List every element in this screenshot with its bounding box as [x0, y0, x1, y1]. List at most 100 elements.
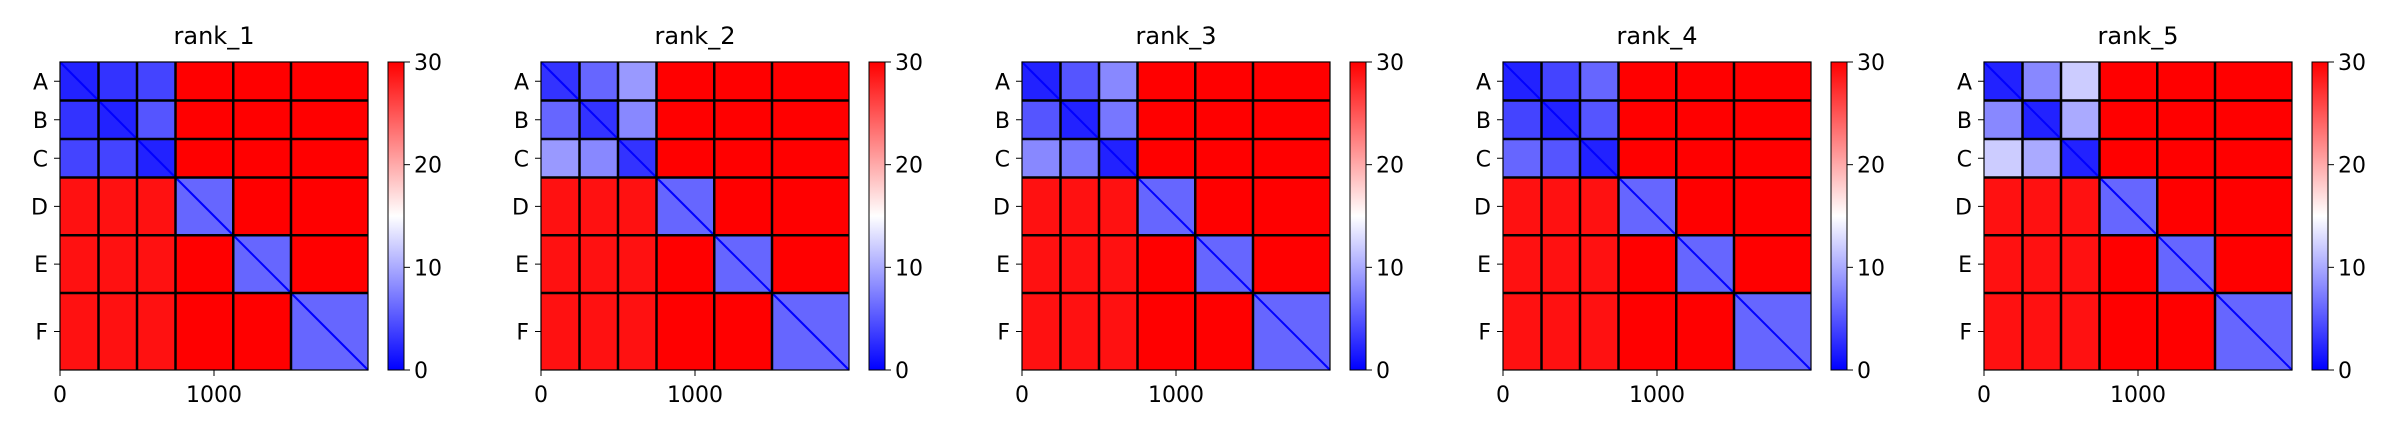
heatmap-block-3-0: [541, 177, 580, 236]
heatmap-block-4-2: [618, 235, 657, 293]
diagonal-line: [2098, 176, 2158, 236]
heatmap-block-0-5: [291, 62, 368, 101]
heatmap-block-0-3: [1618, 62, 1677, 101]
x-tick-label: 1000: [1629, 383, 1685, 408]
heatmap-block-2-0: [1984, 139, 2023, 178]
colorbar: [2311, 61, 2329, 371]
heatmap-block-1-4: [714, 100, 772, 139]
heatmap-block-0-1: [1541, 62, 1580, 101]
heatmap-block-2-3: [2099, 139, 2158, 178]
y-tick-label: F: [997, 321, 1010, 346]
heatmap-block-1-3: [656, 100, 715, 139]
heatmap-block-1-5: [291, 100, 368, 139]
heatmap-cells: [1502, 61, 1812, 371]
colorbar-tick-label: 30: [2338, 51, 2366, 76]
heatmap-block-0-4: [1195, 62, 1253, 101]
heatmap-block-5-4: [1676, 293, 1734, 370]
y-tick-label: E: [996, 253, 1010, 278]
heatmap-block-1-4: [1676, 100, 1734, 139]
y-tick-label: B: [995, 109, 1010, 134]
heatmap-block-1-2: [2061, 100, 2100, 139]
heatmap-block-4-5: [772, 235, 849, 293]
colorbar-tick-label: 20: [895, 154, 923, 179]
heatmap-cells: [540, 61, 850, 371]
block-separators: [541, 62, 849, 370]
heatmap-block-4-5: [291, 235, 368, 293]
heatmap-block-4-3: [175, 235, 234, 293]
diagonal-line: [1502, 61, 1543, 102]
y-tick-label: B: [1957, 109, 1972, 134]
diagonal-line: [232, 234, 292, 294]
heatmap-block-4-1: [2022, 235, 2061, 293]
colorbar-tick-label: 10: [2338, 256, 2366, 281]
heatmap-block-0-1: [579, 62, 618, 101]
heatmap-block-5-3: [1137, 293, 1196, 370]
heatmap-block-5-4: [2157, 293, 2215, 370]
heatmap-block-0-2: [1580, 62, 1619, 101]
panel-title: rank_1: [174, 22, 255, 50]
diagonal-line: [1733, 292, 1812, 371]
heatmap-block-0-3: [2099, 62, 2158, 101]
heatmap-block-2-3: [175, 139, 234, 178]
heatmap-cells: [1983, 61, 2293, 371]
y-tick-label: D: [1955, 195, 1972, 220]
diagonal-line: [1617, 176, 1677, 236]
x-tick-label: 1000: [1148, 383, 1204, 408]
heatmap-block-4-5: [1253, 235, 1330, 293]
heatmap-block-1-0: [1022, 100, 1061, 139]
y-tick-label: C: [33, 147, 48, 172]
heatmap-block-4-3: [1618, 235, 1677, 293]
heatmap-block-0-2: [1099, 62, 1138, 101]
colorbar-tick-label: 10: [895, 256, 923, 281]
heatmap-block-4-3: [656, 235, 715, 293]
heatmap-block-4-0: [541, 235, 580, 293]
colorbar: [1830, 61, 1848, 371]
diagonal-line: [771, 292, 850, 371]
heatmap-block-2-1: [98, 139, 137, 178]
heatmap-block-0-4: [714, 62, 772, 101]
heatmap-block-0-2: [2061, 62, 2100, 101]
diagonal-line: [617, 138, 658, 179]
heatmap-block-1-4: [1195, 100, 1253, 139]
heatmap-block-2-1: [1060, 139, 1099, 178]
heatmap-block-3-5: [772, 177, 849, 236]
heatmap-block-5-0: [1503, 293, 1542, 370]
heatmap-block-1-5: [1253, 100, 1330, 139]
diagonal-line: [1579, 138, 1620, 179]
y-tick-label: B: [33, 109, 48, 134]
heatmap-block-3-5: [291, 177, 368, 236]
heatmap-block-3-0: [1503, 177, 1542, 236]
panel-title: rank_3: [1136, 22, 1217, 50]
heatmap-block-5-1: [1060, 293, 1099, 370]
heatmap-block-5-2: [137, 293, 176, 370]
y-tick-label: B: [1476, 109, 1491, 134]
diagonal-line: [2060, 138, 2101, 179]
heatmap-block-1-0: [60, 100, 99, 139]
heatmap-block-4-0: [1022, 235, 1061, 293]
y-tick-label: A: [514, 70, 529, 95]
heatmap-block-1-0: [1503, 100, 1542, 139]
heatmap-block-2-1: [1541, 139, 1580, 178]
heatmap-block-1-0: [1984, 100, 2023, 139]
heatmap-block-1-2: [618, 100, 657, 139]
heatmap-block-4-5: [1734, 235, 1811, 293]
y-tick-label: C: [1957, 147, 1972, 172]
heatmap-block-5-2: [618, 293, 657, 370]
diagonal-line: [1194, 234, 1254, 294]
colorbar-tick-label: 20: [414, 154, 442, 179]
heatmap-block-5-1: [2022, 293, 2061, 370]
heatmap-block-5-0: [541, 293, 580, 370]
heatmap-block-1-2: [1580, 100, 1619, 139]
heatmap-block-5-0: [60, 293, 99, 370]
diagonal-line: [1983, 61, 2024, 102]
panel-title: rank_2: [655, 22, 736, 50]
y-tick-label: F: [35, 321, 48, 346]
diagonal-line: [174, 176, 234, 236]
heatmap-block-3-4: [233, 177, 291, 236]
heatmap-block-4-3: [1137, 235, 1196, 293]
heatmap-cells: [59, 61, 369, 371]
heatmap-block-5-3: [175, 293, 234, 370]
